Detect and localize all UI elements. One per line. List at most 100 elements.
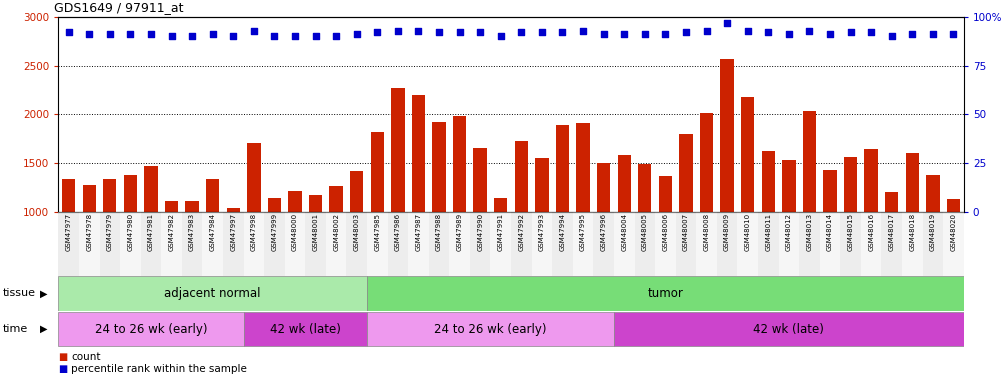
Point xyxy=(81,32,98,38)
Text: GSM48004: GSM48004 xyxy=(622,213,627,251)
Bar xyxy=(552,212,572,276)
Text: 24 to 26 wk (early): 24 to 26 wk (early) xyxy=(435,322,546,336)
Point xyxy=(493,33,509,39)
Point xyxy=(410,27,427,33)
Bar xyxy=(762,152,775,309)
Bar xyxy=(268,198,281,309)
Bar xyxy=(700,113,713,309)
Point xyxy=(308,33,324,39)
Text: GSM47987: GSM47987 xyxy=(415,213,422,251)
Bar xyxy=(720,59,733,309)
Text: ▶: ▶ xyxy=(40,288,47,298)
Text: ■: ■ xyxy=(58,364,67,374)
Text: GSM47996: GSM47996 xyxy=(601,213,607,251)
Bar xyxy=(614,312,964,346)
Point xyxy=(225,33,241,39)
Bar xyxy=(58,276,367,310)
Bar xyxy=(411,95,426,309)
Text: GSM48000: GSM48000 xyxy=(292,213,298,251)
Bar xyxy=(820,212,840,276)
Bar xyxy=(289,191,302,309)
Point xyxy=(472,30,488,36)
Bar xyxy=(474,148,487,309)
Text: GDS1649 / 97911_at: GDS1649 / 97911_at xyxy=(54,2,183,14)
Bar xyxy=(182,212,202,276)
Bar xyxy=(659,176,672,309)
Bar xyxy=(635,212,655,276)
Bar xyxy=(367,212,387,276)
Bar xyxy=(78,212,100,276)
Text: GSM48019: GSM48019 xyxy=(930,213,936,251)
Point xyxy=(698,27,714,33)
Text: GSM47991: GSM47991 xyxy=(498,213,504,251)
Text: GSM48014: GSM48014 xyxy=(827,213,833,251)
Point xyxy=(925,32,941,38)
Point xyxy=(143,32,159,38)
Text: GSM47999: GSM47999 xyxy=(272,213,278,251)
Bar xyxy=(433,122,446,309)
Bar xyxy=(511,212,531,276)
Bar xyxy=(387,212,408,276)
Bar xyxy=(840,212,861,276)
Text: tissue: tissue xyxy=(3,288,36,298)
Bar xyxy=(185,201,199,309)
Text: GSM47978: GSM47978 xyxy=(87,213,93,251)
Bar xyxy=(453,116,467,309)
Bar xyxy=(370,132,384,309)
Text: count: count xyxy=(71,352,101,362)
Text: GSM47993: GSM47993 xyxy=(539,213,545,251)
Bar xyxy=(799,212,820,276)
Bar xyxy=(62,179,75,309)
Text: GSM48001: GSM48001 xyxy=(313,213,319,251)
Bar xyxy=(82,184,96,309)
Bar xyxy=(923,212,944,276)
Text: GSM47980: GSM47980 xyxy=(128,213,134,251)
Bar xyxy=(391,88,404,309)
Point xyxy=(431,30,447,36)
Bar xyxy=(515,141,528,309)
Text: GSM47997: GSM47997 xyxy=(230,213,236,251)
Bar xyxy=(58,312,243,346)
Bar xyxy=(285,212,305,276)
Bar xyxy=(350,171,363,309)
Point xyxy=(513,30,529,36)
Bar xyxy=(535,158,548,309)
Text: ▶: ▶ xyxy=(40,324,47,334)
Text: GSM48017: GSM48017 xyxy=(888,213,894,251)
Bar xyxy=(737,212,758,276)
Point xyxy=(822,32,838,38)
Bar xyxy=(638,164,652,309)
Text: percentile rank within the sample: percentile rank within the sample xyxy=(71,364,247,374)
Bar xyxy=(202,212,223,276)
Text: GSM48006: GSM48006 xyxy=(662,213,668,251)
Bar xyxy=(367,276,964,310)
Text: GSM48007: GSM48007 xyxy=(683,213,689,251)
Point xyxy=(123,32,139,38)
Text: GSM48020: GSM48020 xyxy=(951,213,957,251)
Bar xyxy=(100,212,120,276)
Point xyxy=(883,33,899,39)
Point xyxy=(390,27,406,33)
Bar xyxy=(803,111,816,309)
Bar xyxy=(902,212,923,276)
Point xyxy=(802,27,818,33)
Bar xyxy=(614,212,635,276)
Bar xyxy=(844,157,857,309)
Text: ■: ■ xyxy=(58,352,67,362)
Text: GSM48008: GSM48008 xyxy=(703,213,709,251)
Bar xyxy=(265,212,285,276)
Text: GSM48002: GSM48002 xyxy=(333,213,339,251)
Bar xyxy=(779,212,799,276)
Bar xyxy=(947,199,960,309)
Bar xyxy=(696,212,717,276)
Bar xyxy=(741,97,754,309)
Text: GSM47988: GSM47988 xyxy=(436,213,442,251)
Bar xyxy=(676,212,696,276)
Point xyxy=(369,30,385,36)
Bar xyxy=(758,212,779,276)
Point xyxy=(678,30,694,36)
Text: GSM47994: GSM47994 xyxy=(559,213,565,251)
Bar xyxy=(243,312,367,346)
Point xyxy=(452,30,468,36)
Point xyxy=(657,32,673,38)
